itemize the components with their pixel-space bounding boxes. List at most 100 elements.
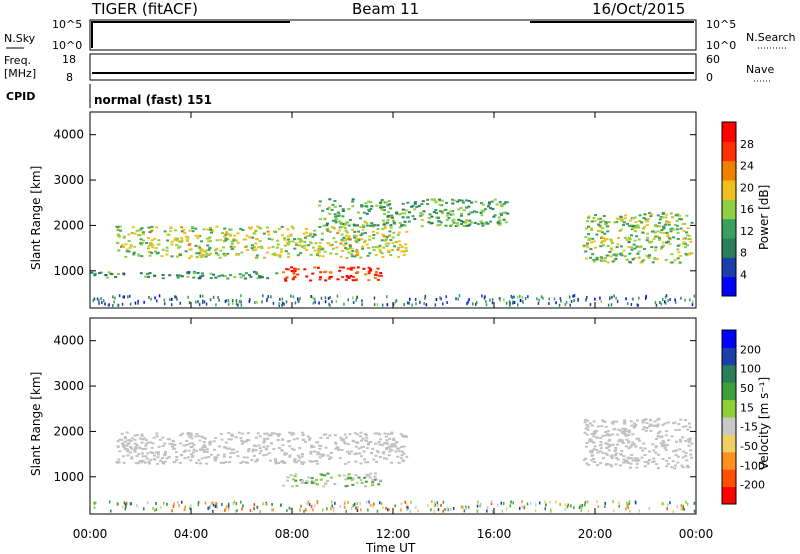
range-cell	[350, 478, 354, 481]
range-cell	[241, 432, 245, 435]
range-cell	[280, 248, 283, 251]
range-cell	[376, 224, 380, 227]
range-cell	[200, 448, 204, 451]
range-cell	[580, 508, 582, 512]
range-cell	[457, 218, 461, 221]
range-cell	[404, 243, 408, 246]
range-cell	[241, 460, 245, 463]
range-cell	[633, 257, 637, 260]
range-cell	[584, 457, 588, 460]
range-cell	[521, 295, 524, 299]
range-cell	[647, 256, 651, 259]
range-cell	[282, 271, 285, 274]
range-cell	[585, 423, 589, 426]
range-cell	[656, 230, 660, 233]
range-cell	[308, 503, 311, 507]
range-cell	[227, 504, 230, 508]
range-cell	[141, 438, 145, 441]
colorbar-swatch	[722, 469, 736, 488]
range-cell	[189, 453, 193, 456]
range-cell	[133, 438, 137, 441]
range-cell	[326, 454, 330, 457]
range-cell	[292, 460, 296, 462]
range-cell	[611, 433, 615, 436]
range-cell	[635, 437, 639, 440]
time-axis: 00:00 04:00 08:00 12:00 16:00 20:00 00:00	[73, 112, 713, 541]
range-cell	[230, 434, 234, 437]
range-cell	[213, 458, 217, 461]
range-cell	[366, 475, 370, 478]
range-cell	[224, 508, 226, 512]
range-cell	[117, 461, 121, 464]
range-cell	[348, 247, 352, 250]
range-cell	[178, 240, 182, 243]
range-cell	[252, 246, 256, 248]
nave-tick-bottom: 0	[706, 71, 713, 84]
range-cell	[139, 447, 143, 450]
range-cell	[303, 244, 307, 247]
range-cell	[619, 216, 623, 219]
range-cell	[199, 448, 202, 451]
range-cell	[326, 472, 330, 475]
range-cell	[460, 212, 463, 215]
range-cell	[170, 243, 174, 246]
range-cell	[584, 427, 588, 430]
range-cell	[389, 254, 393, 256]
range-cell	[386, 250, 390, 253]
range-cell	[353, 502, 356, 506]
range-cell	[390, 214, 394, 217]
range-cell	[598, 224, 602, 227]
nave-tick-top: 60	[706, 53, 720, 66]
range-cell	[504, 221, 508, 224]
range-cell	[254, 460, 258, 463]
range-cell	[540, 295, 543, 299]
range-cell	[325, 228, 329, 231]
range-cell	[302, 439, 306, 441]
range-cell	[648, 450, 651, 453]
range-cell	[400, 250, 404, 253]
range-cell	[586, 500, 589, 504]
freq-label-line2: [MHz]	[4, 67, 36, 80]
range-cell	[630, 424, 634, 427]
range-cell	[249, 275, 253, 278]
range-cell	[633, 216, 637, 219]
range-cell	[357, 237, 360, 240]
range-cell	[403, 220, 407, 223]
range-cell	[364, 485, 368, 488]
range-cell	[591, 253, 595, 256]
range-cell	[361, 437, 365, 440]
range-cell	[396, 248, 400, 251]
range-cell	[345, 238, 349, 241]
range-cell	[371, 481, 375, 484]
range-cell	[274, 459, 278, 462]
range-cell	[180, 239, 184, 242]
range-cell	[204, 456, 208, 459]
freq-label-line1: Freq.	[4, 54, 31, 67]
range-cell	[212, 448, 216, 451]
range-cell	[303, 236, 307, 239]
range-cell	[382, 442, 386, 445]
range-cell	[288, 240, 292, 243]
range-cell	[250, 247, 254, 250]
range-cell	[227, 298, 230, 302]
range-cell	[364, 273, 368, 276]
range-cell	[612, 253, 616, 256]
range-cell	[688, 437, 692, 440]
colorbar-swatch	[722, 141, 736, 162]
range-cell	[414, 298, 417, 301]
range-cell	[599, 296, 601, 300]
range-cell	[365, 436, 369, 439]
range-cell	[657, 432, 660, 435]
range-cell	[228, 461, 232, 464]
range-cell	[335, 299, 338, 303]
range-cell	[591, 237, 595, 240]
range-cell	[147, 275, 151, 278]
range-cell	[334, 441, 337, 444]
range-cell	[309, 450, 313, 453]
range-cell	[445, 201, 448, 204]
range-cell	[159, 459, 163, 462]
range-cell	[309, 460, 313, 463]
range-cell	[212, 509, 214, 513]
range-cell	[375, 204, 379, 207]
